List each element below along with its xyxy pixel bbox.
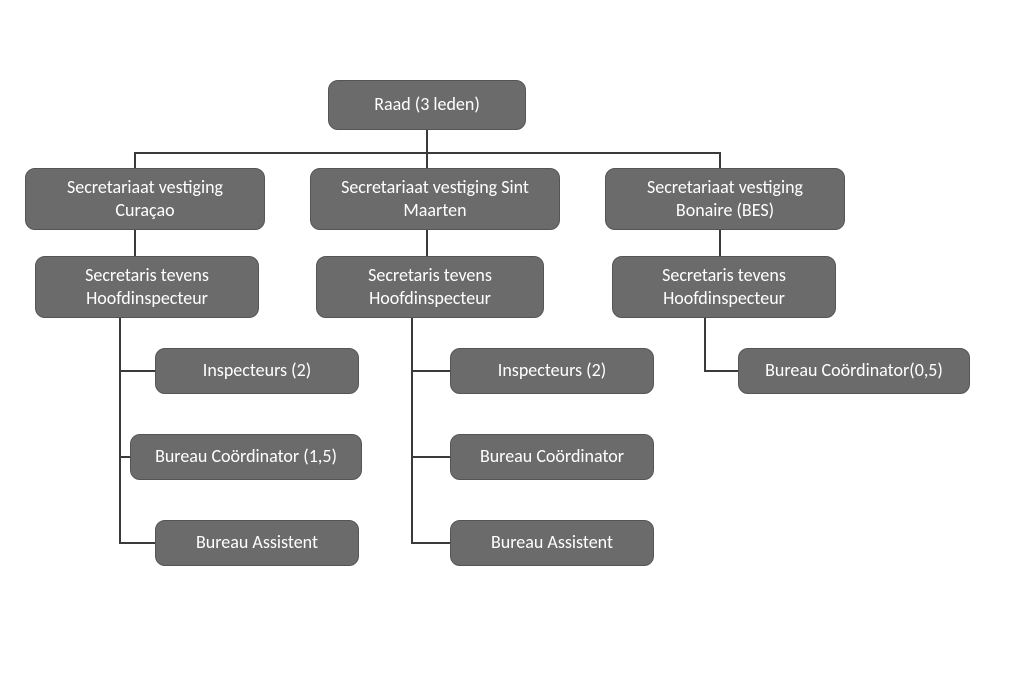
node-sec_bon: Secretariaat vestiging Bonaire (BES) bbox=[605, 168, 845, 230]
connector bbox=[120, 370, 155, 372]
node-hoof_bon: Secretaris tevens Hoofdinspecteur bbox=[612, 256, 836, 318]
node-sec_cur: Secretariaat vestiging Curaçao bbox=[25, 168, 265, 230]
connector bbox=[412, 456, 450, 458]
connector bbox=[120, 456, 130, 458]
connector bbox=[134, 152, 136, 168]
connector bbox=[411, 318, 413, 544]
node-bc_sxm: Bureau Coördinator bbox=[450, 434, 654, 480]
node-hoof_sxm: Secretaris tevens Hoofdinspecteur bbox=[316, 256, 544, 318]
node-insp_cur: Inspecteurs (2) bbox=[155, 348, 359, 394]
connector bbox=[412, 542, 450, 544]
node-ba_sxm: Bureau Assistent bbox=[450, 520, 654, 566]
connector bbox=[719, 152, 721, 168]
connector bbox=[412, 370, 450, 372]
node-bc_cur: Bureau Coördinator (1,5) bbox=[130, 434, 362, 480]
connector bbox=[134, 230, 136, 256]
node-sec_sxm: Secretariaat vestiging Sint Maarten bbox=[310, 168, 560, 230]
node-insp_sxm: Inspecteurs (2) bbox=[450, 348, 654, 394]
connector bbox=[120, 542, 155, 544]
connector bbox=[426, 130, 428, 152]
connector bbox=[426, 152, 428, 168]
connector bbox=[719, 230, 721, 256]
node-ba_cur: Bureau Assistent bbox=[155, 520, 359, 566]
node-hoof_cur: Secretaris tevens Hoofdinspecteur bbox=[35, 256, 259, 318]
connector bbox=[426, 230, 428, 256]
node-root: Raad (3 leden) bbox=[328, 80, 526, 130]
connector bbox=[705, 370, 738, 372]
connector bbox=[119, 318, 121, 544]
connector bbox=[704, 318, 706, 372]
node-bc_bon: Bureau Coördinator(0,5) bbox=[738, 348, 970, 394]
